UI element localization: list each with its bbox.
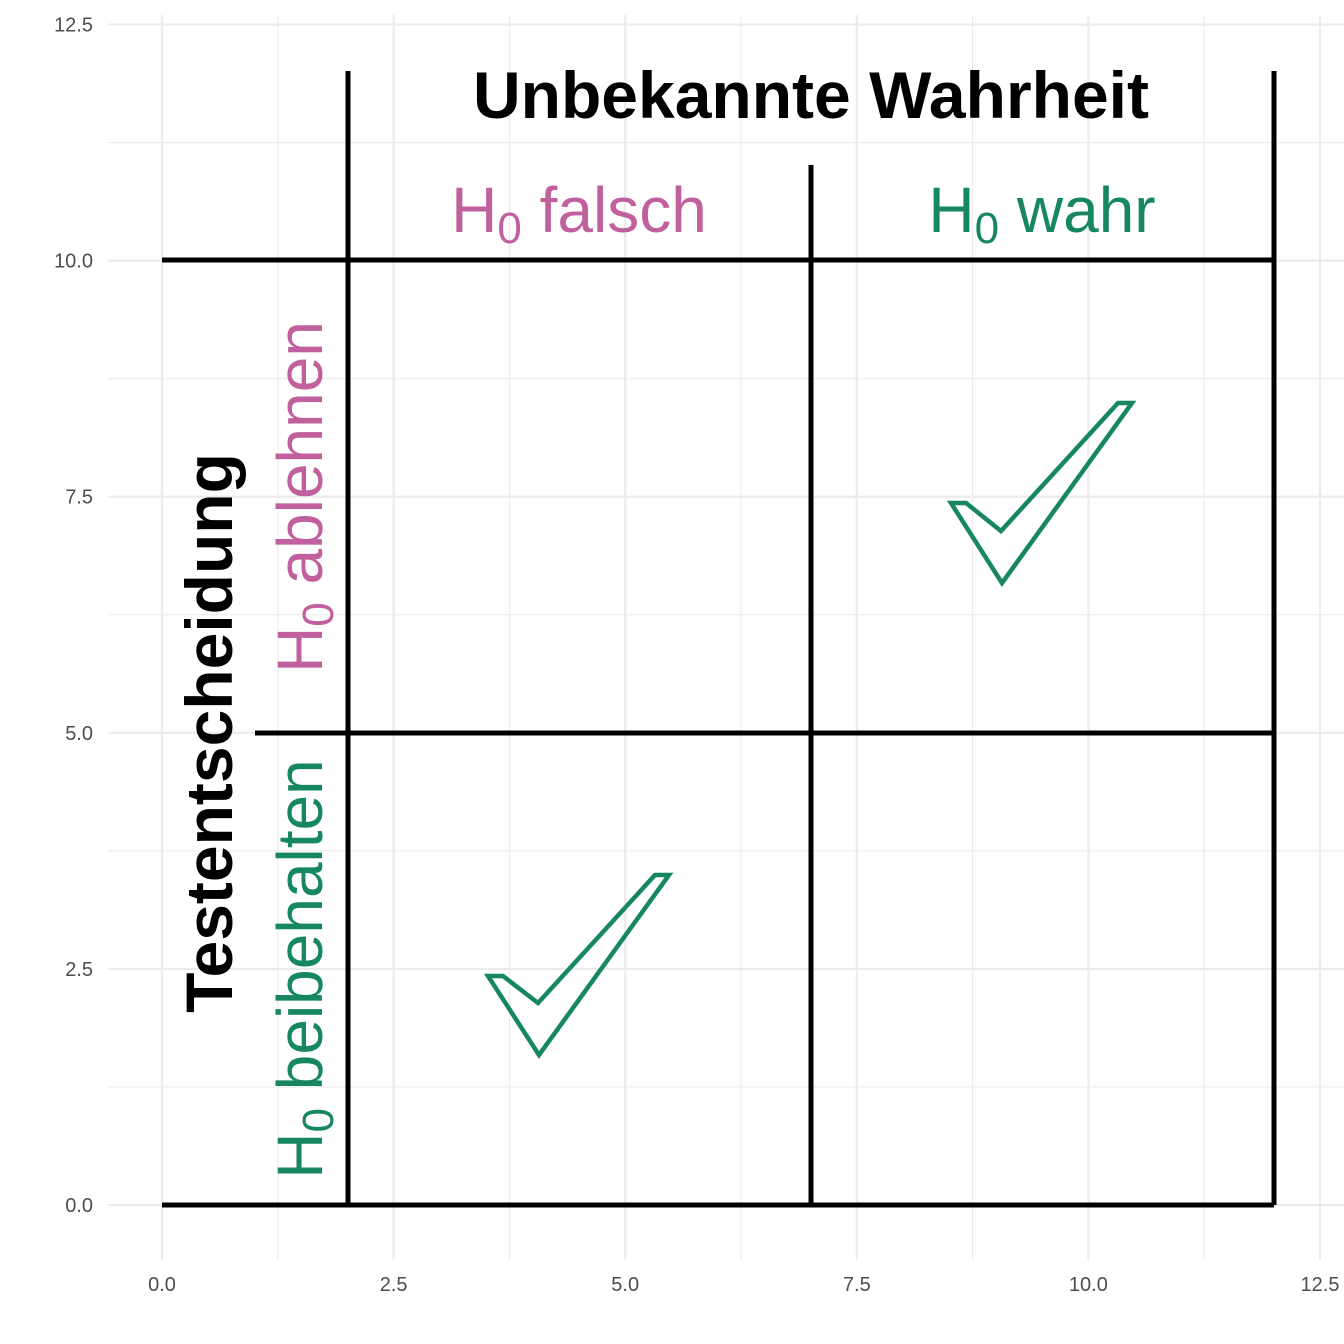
- x-tick-label: 12.5: [1301, 1274, 1340, 1296]
- column-group-title: Unbekannte Wahrheit: [473, 58, 1149, 132]
- y-tick-label: 0.0: [65, 1195, 93, 1217]
- column-header-h0-wahr: H0 wahr: [928, 174, 1155, 253]
- x-tick-label: 2.5: [380, 1274, 408, 1296]
- x-tick-label: 0.0: [148, 1274, 176, 1296]
- x-tick-label: 10.0: [1069, 1274, 1108, 1296]
- matrix-frame: [162, 71, 1277, 1208]
- axis-tick-labels: 0.0 2.5 5.0 7.5 10.0 12.5 0.0 2.5 5.0 7.5 10.0 12.5: [54, 15, 1339, 1297]
- y-tick-label: 2.5: [65, 959, 93, 981]
- y-tick-label: 7.5: [65, 487, 93, 509]
- column-header-h0-falsch: H0 falsch: [451, 174, 707, 253]
- check-icon: [483, 872, 674, 1059]
- x-tick-label: 5.0: [611, 1274, 639, 1296]
- column-header-h0-wahr-subscript: 0: [975, 204, 999, 253]
- y-tick-label: 12.5: [54, 15, 93, 37]
- row-group-title: Testentscheidung: [172, 453, 246, 1013]
- check-icon: [946, 400, 1137, 588]
- row-header-h0-ablehnen-subscript: 0: [294, 602, 343, 626]
- y-tick-label: 10.0: [54, 251, 93, 273]
- y-tick-label: 5.0: [65, 723, 93, 745]
- x-tick-label: 7.5: [843, 1274, 871, 1296]
- row-header-h0-beibehalten: H0 beibehalten: [264, 759, 343, 1178]
- row-header-h0-beibehalten-subscript: 0: [294, 1108, 343, 1132]
- row-header-h0-ablehnen: H0 ablehnen: [264, 321, 343, 673]
- column-header-h0-falsch-subscript: 0: [497, 204, 521, 253]
